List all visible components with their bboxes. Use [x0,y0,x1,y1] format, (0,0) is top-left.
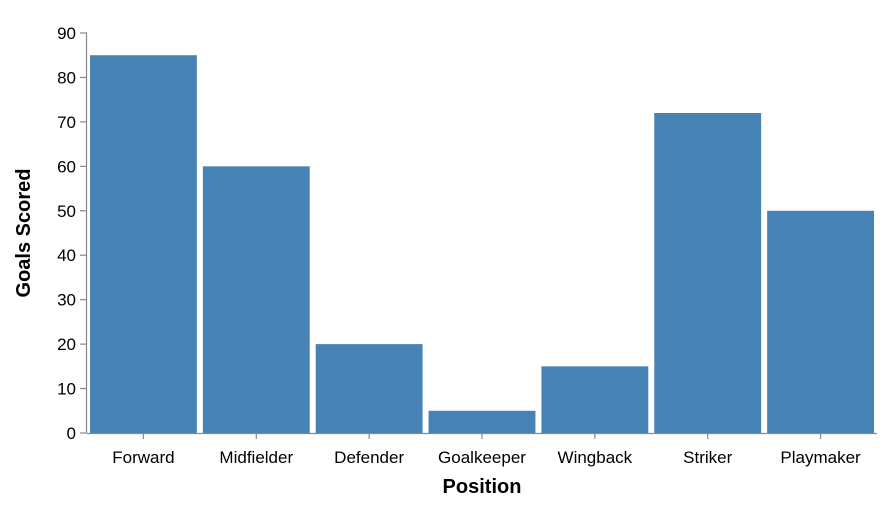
bar-goalkeeper [428,410,536,433]
y-axis-title: Goals Scored [13,169,35,298]
y-tick-label: 90 [57,24,76,43]
y-tick-label: 60 [57,157,76,176]
y-tick-label: 50 [57,202,76,221]
x-tick-label: Goalkeeper [438,448,526,467]
x-axis-title: Position [443,476,522,498]
x-tick-label: Striker [683,448,732,467]
y-axis: 0 10 20 30 40 50 60 70 80 90 [57,24,88,443]
x-axis: Forward Midfielder Defender Goalkeeper Wingb… [87,432,877,467]
bar-forward [90,55,197,433]
x-tick-label: Midfielder [219,448,293,467]
bar-defender [315,344,423,433]
x-tick-label: Defender [334,448,404,467]
y-tick-label: 80 [57,68,76,87]
bar-playmaker [767,210,874,433]
y-tick-label: 70 [57,113,76,132]
y-tick-label: 10 [57,380,76,399]
y-tick-label: 40 [57,246,76,265]
bars-group [90,55,874,434]
y-tick-label: 30 [57,291,76,310]
bar-striker [654,113,762,433]
bar-midfielder [202,166,310,434]
y-tick-label: 0 [67,424,76,443]
x-tick-label: Forward [112,448,174,467]
y-tick-label: 20 [57,335,76,354]
x-tick-label: Wingback [558,448,633,467]
bar-wingback [541,366,649,433]
x-tick-label: Playmaker [780,448,861,467]
